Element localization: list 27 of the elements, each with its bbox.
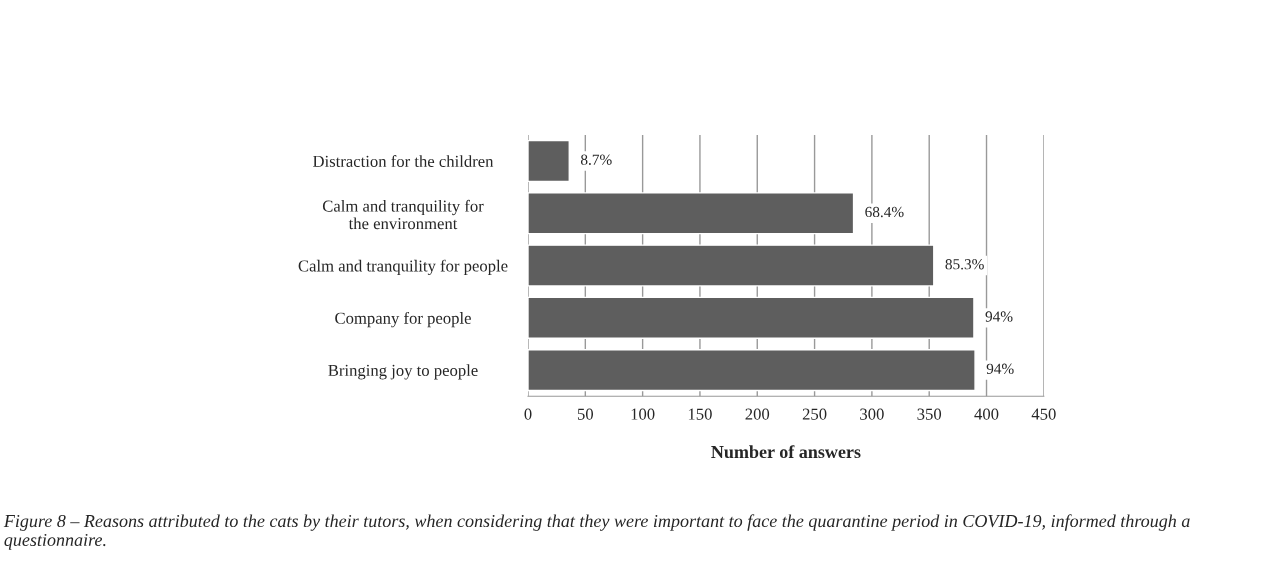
x-tick-label: 350 xyxy=(917,408,942,420)
bar xyxy=(528,192,855,235)
annotation: 94% xyxy=(985,311,1013,322)
bar xyxy=(528,139,570,183)
caption: Figure 8 – Reasons attributed to the cats by their tutors, when considering that they were important to face the quarantine period in COVID-19, informed through a questionnaire. xyxy=(3,514,1190,550)
x-tick-label: 250 xyxy=(802,408,827,420)
x-axis-title: Number of answers xyxy=(711,445,861,459)
x-tick-label: 450 xyxy=(1031,408,1056,420)
bar xyxy=(528,296,975,339)
y-tick-label: Company for people xyxy=(335,311,471,328)
y-tick-label: Bringing joy to people xyxy=(328,364,478,380)
x-tick-label: 0 xyxy=(524,408,532,420)
y-tick-label: Calm and tranquility for the environment xyxy=(322,199,484,230)
y-tick-label: Distraction for the children xyxy=(313,155,494,167)
x-tick-label: 50 xyxy=(577,408,594,420)
x-tick-label: 200 xyxy=(745,408,770,420)
annotation: 8.7% xyxy=(580,154,612,165)
bar xyxy=(528,348,976,392)
x-tick-label: 300 xyxy=(860,408,884,420)
annotation: 68.4% xyxy=(865,206,904,218)
x-tick-label: 400 xyxy=(974,408,999,420)
x-tick-label: 100 xyxy=(631,408,655,420)
annotation: 85.3% xyxy=(945,259,984,270)
y-tick-label: Calm and tranquility for people xyxy=(298,259,508,276)
annotation: 94% xyxy=(986,363,1014,374)
bar xyxy=(528,244,935,287)
x-tick-label: 150 xyxy=(688,408,712,420)
